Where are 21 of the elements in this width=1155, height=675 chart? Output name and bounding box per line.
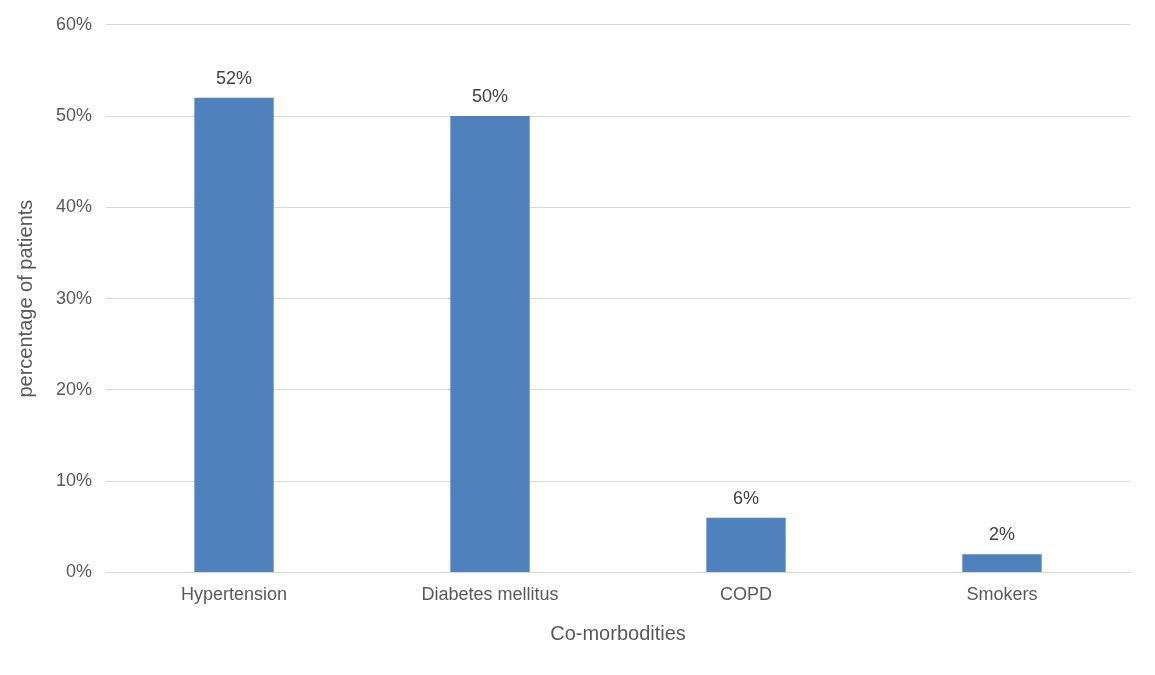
- bar: [706, 517, 786, 572]
- bar: [194, 97, 274, 572]
- y-tick-label: 0%: [66, 561, 93, 582]
- bar: [962, 554, 1042, 572]
- data-label: 2%: [989, 524, 1016, 545]
- x-tick-label: Smokers: [966, 584, 1038, 605]
- data-label: 6%: [733, 487, 760, 508]
- x-tick-label: Hypertension: [180, 584, 288, 605]
- y-tick-label: 20%: [56, 378, 93, 399]
- x-axis-title: Co-morbodities: [550, 621, 686, 644]
- y-tick-label: 10%: [56, 470, 93, 491]
- x-tick-label: COPD: [720, 584, 773, 605]
- y-axis-title: percentage of patients: [13, 199, 36, 398]
- x-tick-label: Diabetes mellitus: [421, 584, 559, 605]
- y-tick-label: 50%: [56, 105, 93, 126]
- bar: [450, 116, 530, 572]
- data-label: 52%: [216, 67, 253, 88]
- y-tick-label: 30%: [56, 287, 93, 308]
- y-tick-label: 60%: [56, 13, 93, 34]
- data-label: 50%: [472, 86, 509, 107]
- y-tick-label: 40%: [56, 196, 93, 217]
